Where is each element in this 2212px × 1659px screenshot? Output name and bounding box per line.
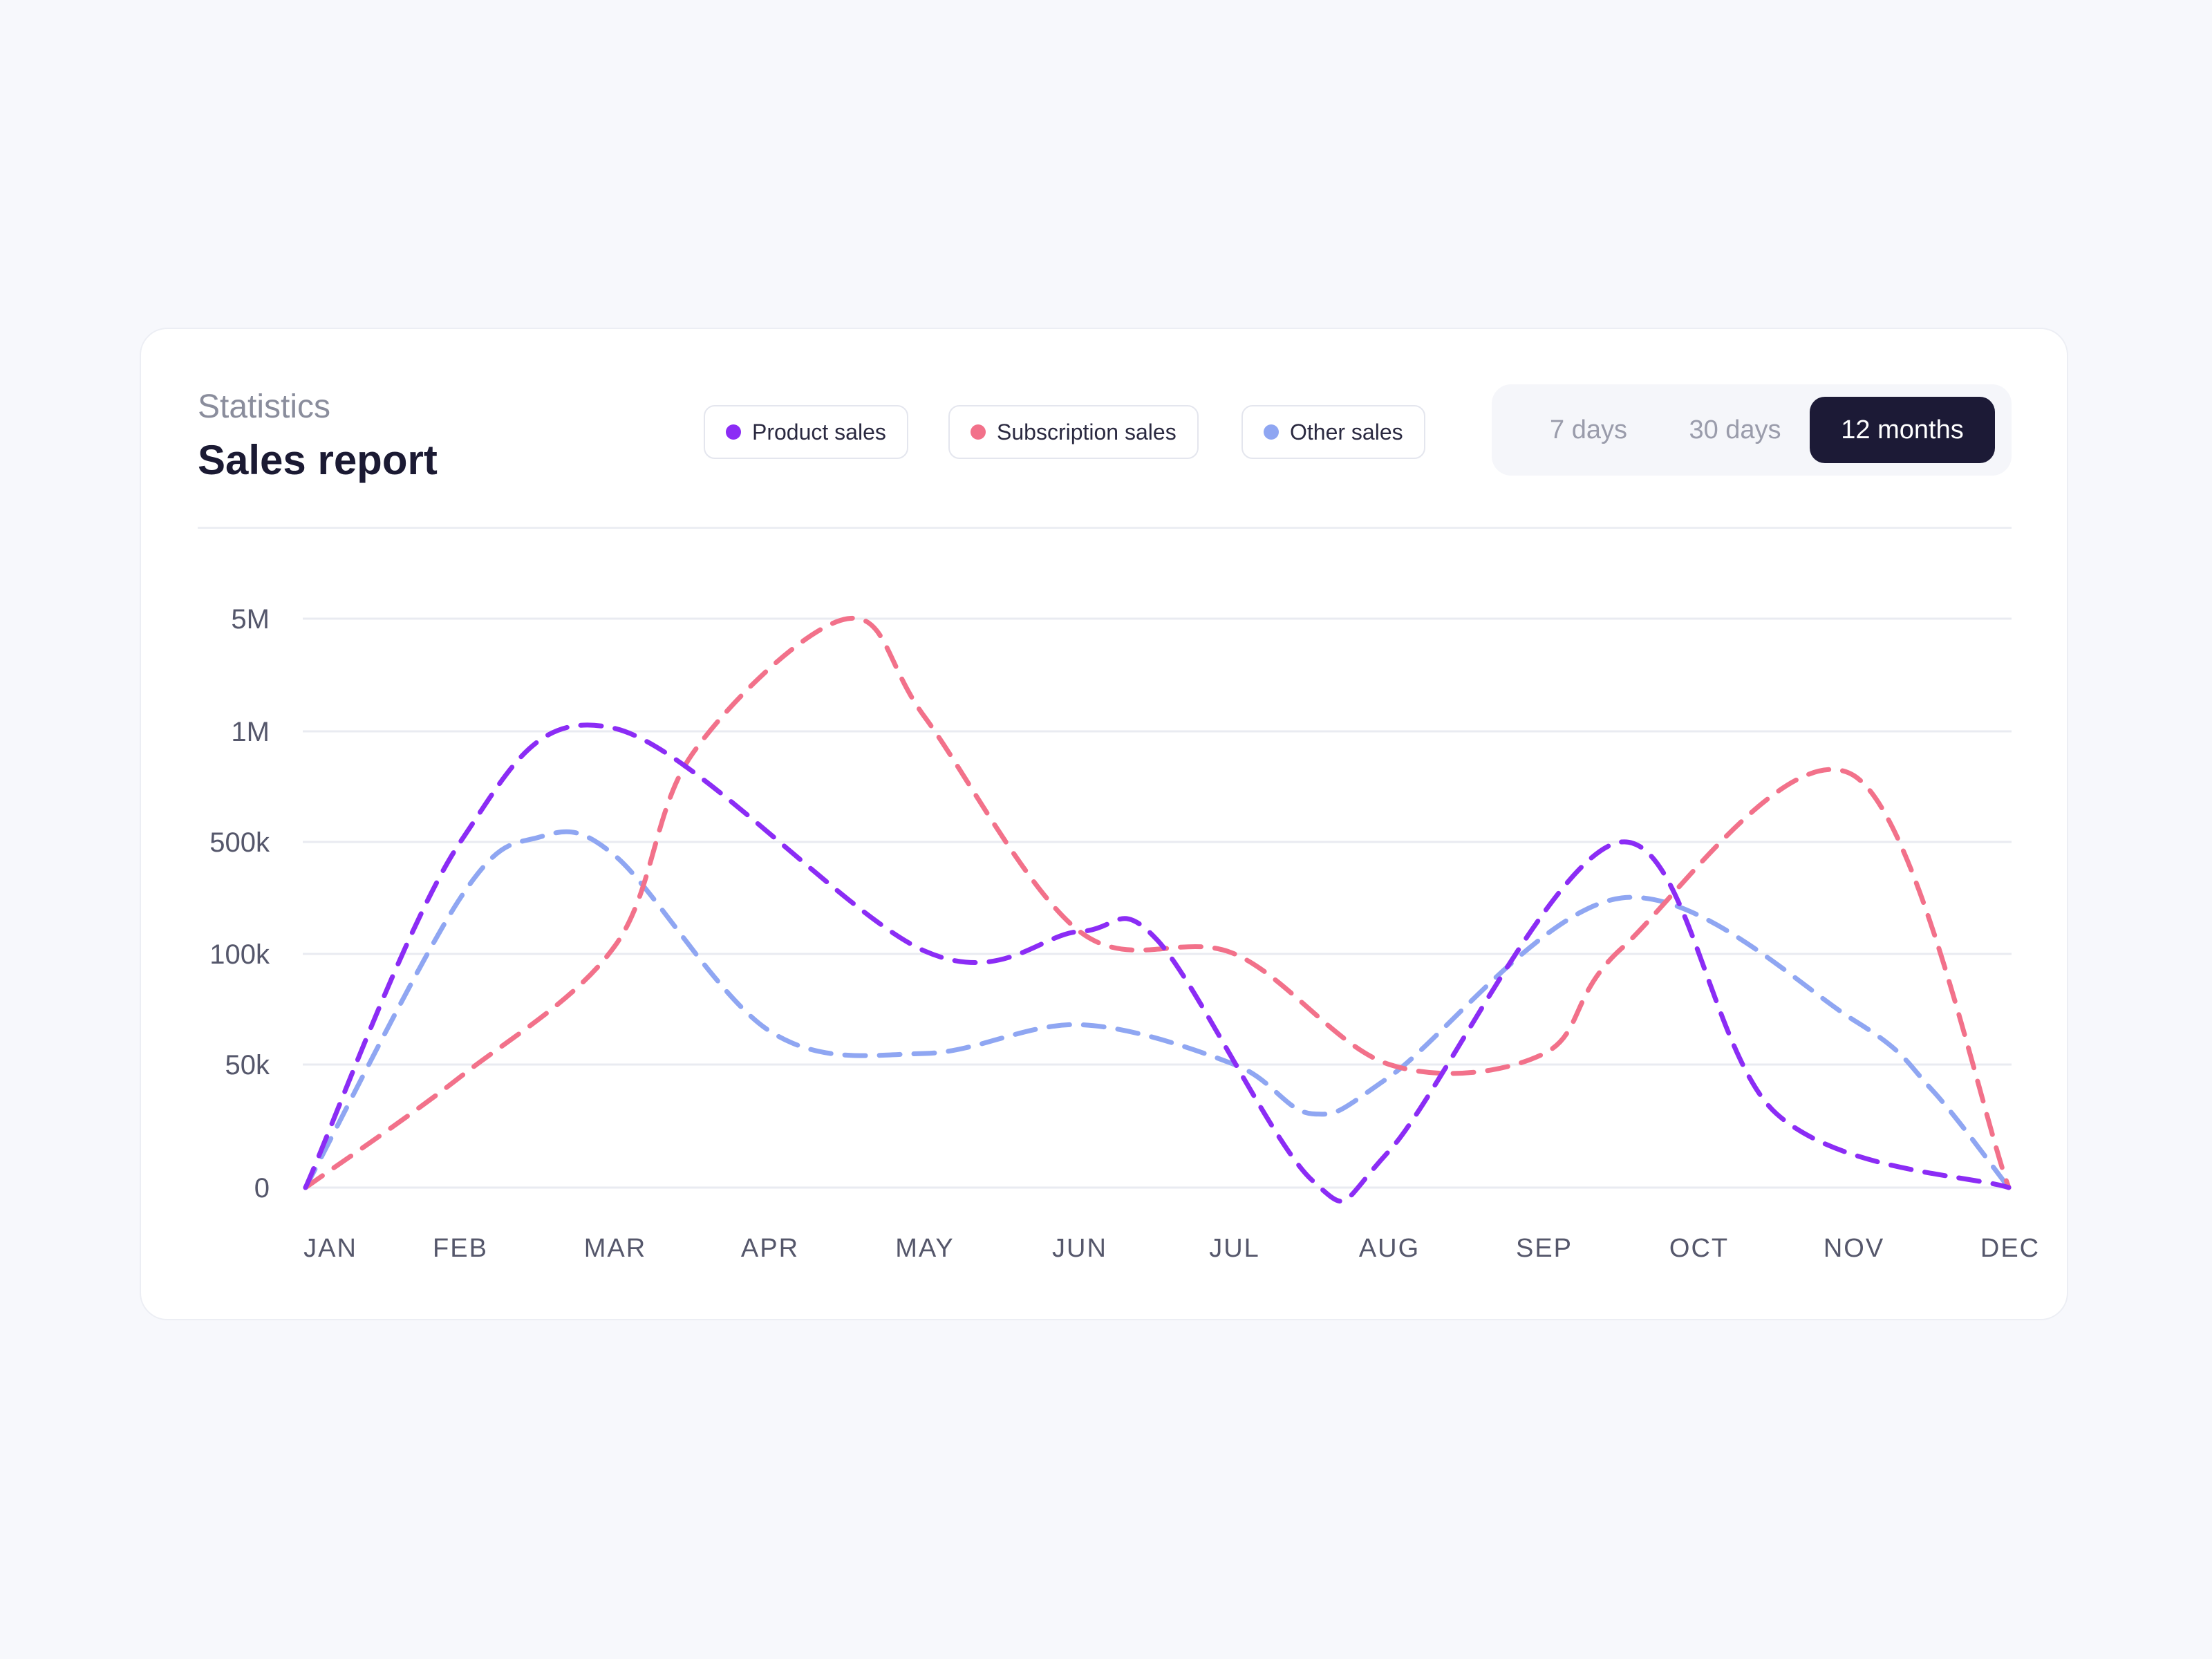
x-tick-label: MAY xyxy=(895,1234,955,1263)
legend-label: Product sales xyxy=(752,419,886,444)
legend-dot-icon xyxy=(726,424,741,440)
series-line-subscription-sales xyxy=(303,615,2012,1190)
x-tick-label: OCT xyxy=(1669,1234,1729,1263)
x-tick-label: NOV xyxy=(1824,1234,1884,1263)
legend-item-subscription-sales[interactable]: Subscription sales xyxy=(948,405,1199,459)
x-tick-label: SEP xyxy=(1516,1234,1573,1263)
y-tick-label: 5M xyxy=(231,604,270,635)
x-tick-label: AUG xyxy=(1359,1234,1420,1263)
series-line-other-sales xyxy=(303,829,2012,1190)
y-tick-label: 500k xyxy=(209,827,270,858)
series-line-product-sales xyxy=(303,722,2012,1204)
legend-item-product-sales[interactable]: Product sales xyxy=(704,405,908,459)
legend-label: Other sales xyxy=(1290,419,1403,444)
sales-report-card xyxy=(140,328,2068,1320)
legend-dot-icon xyxy=(1264,424,1279,440)
range-option-12-months[interactable]: 12 months xyxy=(1810,397,1995,463)
y-tick-label: 1M xyxy=(231,717,270,747)
x-tick-label: DEC xyxy=(1980,1234,2040,1263)
x-tick-label: MAR xyxy=(584,1234,646,1263)
header-divider xyxy=(198,527,2012,529)
y-tick-label: 100k xyxy=(209,939,270,970)
legend-dot-icon xyxy=(971,424,986,440)
range-option-7-days[interactable]: 7 days xyxy=(1550,415,1627,444)
x-tick-label: JAN xyxy=(303,1234,357,1263)
x-tick-label: APR xyxy=(741,1234,799,1263)
x-tick-label: JUL xyxy=(1209,1234,1260,1263)
range-option-30-days[interactable]: 30 days xyxy=(1689,415,1781,444)
y-tick-label: 50k xyxy=(225,1050,270,1080)
x-tick-label: FEB xyxy=(433,1234,488,1263)
legend-label: Subscription sales xyxy=(997,419,1177,444)
y-tick-label: 0 xyxy=(254,1173,270,1203)
time-range-selector: 7 days 30 days 12 months xyxy=(1492,384,2012,476)
card-title: Sales report xyxy=(198,437,438,483)
card-subtitle: Statistics xyxy=(198,388,331,425)
x-tick-label: JUN xyxy=(1052,1234,1107,1263)
legend-item-other-sales[interactable]: Other sales xyxy=(1241,405,1425,459)
